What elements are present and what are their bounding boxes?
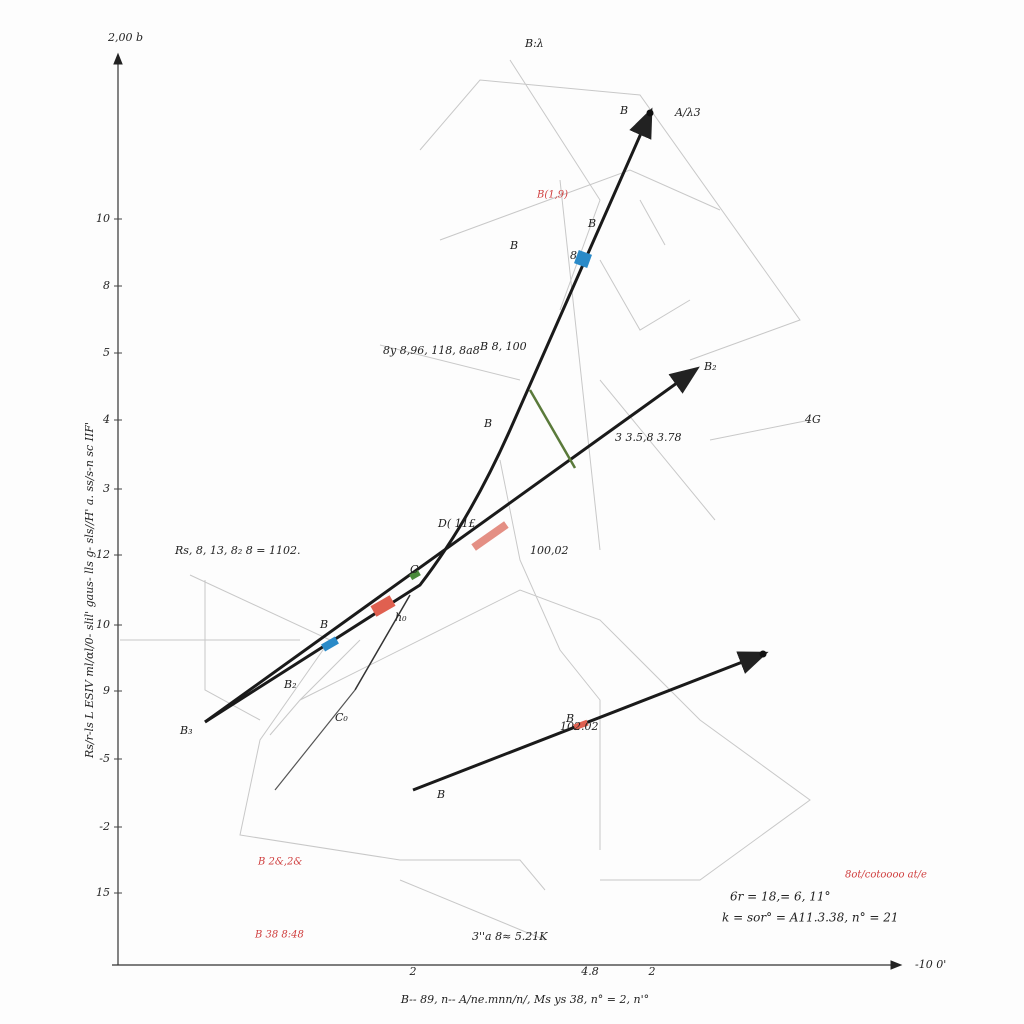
y-tick-label: 9	[103, 684, 110, 697]
label: 3''a 8≈ 5.21K	[472, 930, 548, 943]
red-label: B 38 8:48	[254, 930, 304, 941]
label: B	[587, 217, 596, 230]
y-top-label: 2,00 b	[107, 31, 143, 44]
x-title: B-- 89, n-- A/ne.mnn/n/, Ms ys 38, n° = …	[400, 993, 649, 1006]
label: B₃	[179, 724, 193, 737]
red-label: B(1,9)	[536, 190, 568, 201]
y-title: Rs/r-ls L ESIV ml/αl/0- slil' gaus- lls …	[83, 422, 96, 759]
label: 102.02	[560, 720, 599, 733]
red-label: B 2&,2&	[257, 857, 302, 868]
header: B:λ	[524, 37, 544, 50]
x-tick-label: 2	[648, 965, 656, 978]
label: C₀	[335, 711, 348, 724]
x-tick-label: 2	[409, 965, 417, 978]
main-vectors	[204, 107, 769, 792]
label: B 8, 100	[479, 340, 527, 353]
y-tick-label: 12	[96, 548, 110, 561]
y-tick-label: -2	[99, 820, 110, 833]
equation: 6r = 18,= 6, 11°	[730, 890, 831, 904]
y-tick-label: 5	[103, 346, 110, 359]
label: B	[319, 618, 328, 631]
highlight-markers	[321, 250, 592, 731]
y-tick-label: -5	[99, 752, 110, 765]
red-label: 8ot/cotoooo at/e	[845, 870, 927, 881]
label: 100,02	[530, 544, 569, 557]
y-tick-label: 8	[103, 279, 110, 292]
x-end-label: -10 0'	[915, 958, 946, 971]
label: Rs, 8, 13, 8₂ 8 = 1102.	[174, 544, 301, 557]
y-tick-label: 10	[96, 212, 110, 225]
y-tick-label: 15	[96, 886, 110, 899]
equation: k = sor° = A11.3.38, n° = 21	[722, 911, 899, 925]
label: B	[436, 788, 445, 801]
label: B₂	[283, 678, 297, 691]
label: 8	[570, 249, 577, 262]
label: 4G	[804, 413, 821, 426]
label: D( 11£	[437, 517, 476, 530]
x-tick-label: 4.8	[580, 965, 599, 978]
label: h₀	[395, 611, 407, 624]
label: B₂	[703, 360, 717, 373]
label: 8y 8,96, 118, 8a8	[383, 344, 480, 357]
label: A/λ3	[674, 106, 701, 119]
y-tick-label: 10	[96, 618, 110, 631]
y-tick-label: 3	[103, 482, 110, 495]
label: B	[565, 712, 574, 725]
label: B	[619, 104, 628, 117]
label: B	[509, 239, 518, 252]
label: C	[410, 563, 419, 576]
label: 3 3.5,8 3.78	[615, 431, 681, 444]
y-tick-label: 4	[102, 413, 110, 426]
label: B	[483, 417, 492, 430]
